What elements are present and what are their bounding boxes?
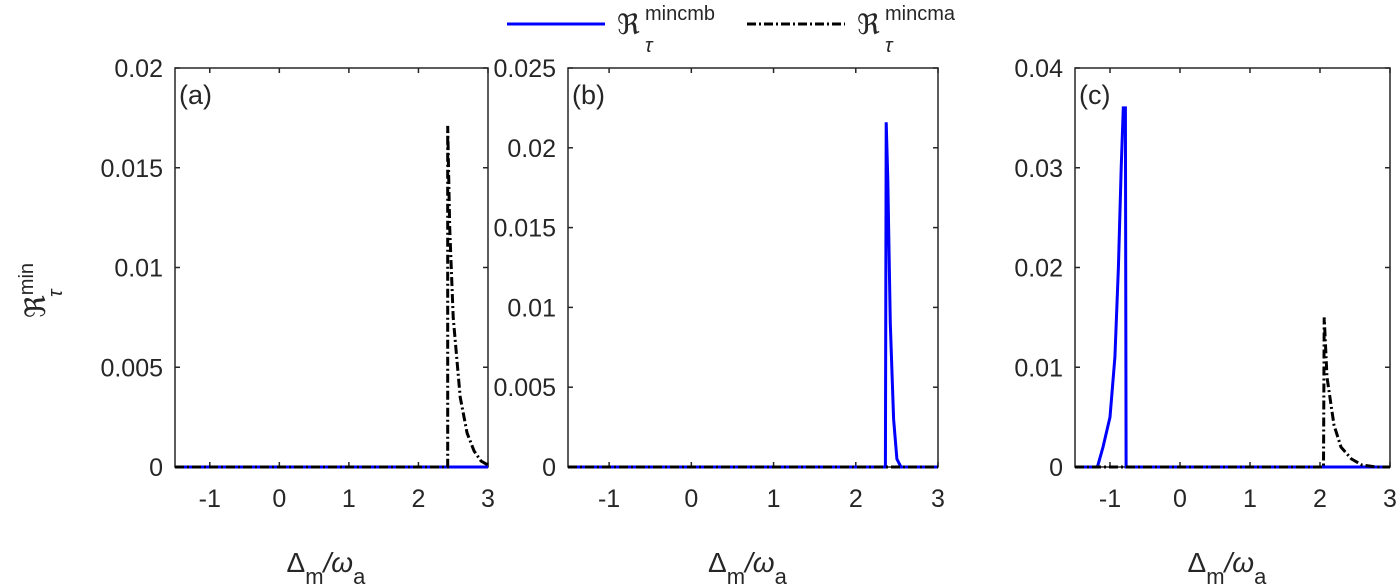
x-axis-label-part: /ω: [743, 547, 775, 578]
x-axis-label: Δm/ωa: [708, 547, 788, 587]
legend-symbol: ℜ: [857, 9, 880, 40]
axes-box: [174, 67, 489, 468]
axes-box: [567, 67, 939, 468]
series-mincma-line: [175, 125, 489, 469]
panel-a: 0 0.005 0.01 0.015 0.02 -1 0 1 2 3 (a) Δm/ωa: [100, 55, 495, 587]
y-tick-label: 0.02: [507, 135, 556, 163]
x-tick-label: 2: [1313, 485, 1327, 513]
y-tick-label: 0.015: [100, 155, 163, 183]
x-tick-label: 2: [411, 485, 425, 513]
x-axis-label-part: m: [1206, 564, 1224, 587]
y-tick-label: 0.04: [1014, 55, 1063, 83]
y-axis-label-group: ℜmin τ: [16, 263, 67, 318]
x-tick-label: -1: [1099, 485, 1121, 513]
x-axis-label-part: m: [305, 564, 323, 587]
x-axis-label-part: /ω: [322, 547, 354, 578]
y-tick-label: 0.03: [1014, 155, 1063, 183]
x-tick-label: 1: [342, 485, 356, 513]
x-axis-label-part: a: [1254, 564, 1267, 587]
x-tick-label: 3: [931, 485, 945, 513]
y-axis-label-sub: τ: [45, 288, 67, 297]
legend-label-sub: τ: [645, 35, 654, 57]
legend-label-sup: mincma: [885, 3, 956, 25]
x-axis-label: Δm/ωa: [287, 547, 367, 587]
series-mincma-line: [1075, 317, 1390, 469]
x-tick-label: 1: [767, 485, 781, 513]
y-tick-label: 0.02: [1014, 255, 1063, 283]
y-axis-label-part: min: [16, 263, 38, 295]
panel-label: (a): [179, 80, 212, 110]
panel-label: (c): [1079, 80, 1110, 110]
y-tick-label: 0.015: [493, 215, 556, 243]
y-tick-label: 0.005: [100, 354, 163, 382]
legend-label-sub: τ: [885, 35, 894, 57]
panel-b: 0 0.005 0.01 0.015 0.02 0.025 -1 0 1 2 3 (b) Δm/ωa: [493, 55, 945, 587]
x-axis-label-part: /ω: [1223, 547, 1255, 578]
x-axis-label-part: Δ: [708, 547, 727, 578]
x-tick-label: 3: [1383, 485, 1397, 513]
x-tick-label: 0: [684, 485, 698, 513]
y-tick-label: 0: [542, 454, 556, 482]
x-axis-label-part: Δ: [287, 547, 306, 578]
x-tick-label: 0: [272, 485, 286, 513]
x-axis-label-part: m: [727, 564, 745, 587]
legend-label-sup: mincmb: [645, 3, 715, 25]
y-tick-label: 0: [149, 454, 163, 482]
x-tick-label: 2: [849, 485, 863, 513]
series-mincmb-line: [568, 122, 938, 469]
y-axis-label: ℜmin: [16, 263, 52, 318]
y-tick-label: 0.01: [1014, 354, 1063, 382]
y-tick-label: 0.01: [114, 255, 163, 283]
panel-label: (b): [572, 80, 605, 110]
x-axis-label-part: a: [353, 564, 366, 587]
axes-box: [1074, 67, 1391, 468]
y-axis-label-part: ℜ: [19, 295, 52, 318]
x-tick-label: 3: [481, 485, 495, 513]
panel-c: 0 0.01 0.02 0.03 0.04 -1 0 1 2 3 (c) Δm/ωa: [1014, 55, 1397, 587]
x-tick-label: -1: [199, 485, 221, 513]
series-mincmb-line: [1075, 106, 1390, 469]
x-tick-label: 0: [1173, 485, 1187, 513]
y-tick-label: 0.01: [507, 294, 556, 322]
x-tick-label: -1: [598, 485, 620, 513]
x-axis-label-part: a: [775, 564, 788, 587]
y-tick-label: 0: [1049, 454, 1063, 482]
x-tick-label: 1: [1243, 485, 1257, 513]
y-tick-label: 0.02: [114, 55, 163, 83]
x-axis-label: Δm/ωa: [1188, 547, 1268, 587]
legend-symbol: ℜ: [617, 9, 640, 40]
x-axis-label-part: Δ: [1188, 547, 1207, 578]
y-tick-label: 0.025: [493, 55, 556, 83]
y-tick-label: 0.005: [493, 374, 556, 402]
